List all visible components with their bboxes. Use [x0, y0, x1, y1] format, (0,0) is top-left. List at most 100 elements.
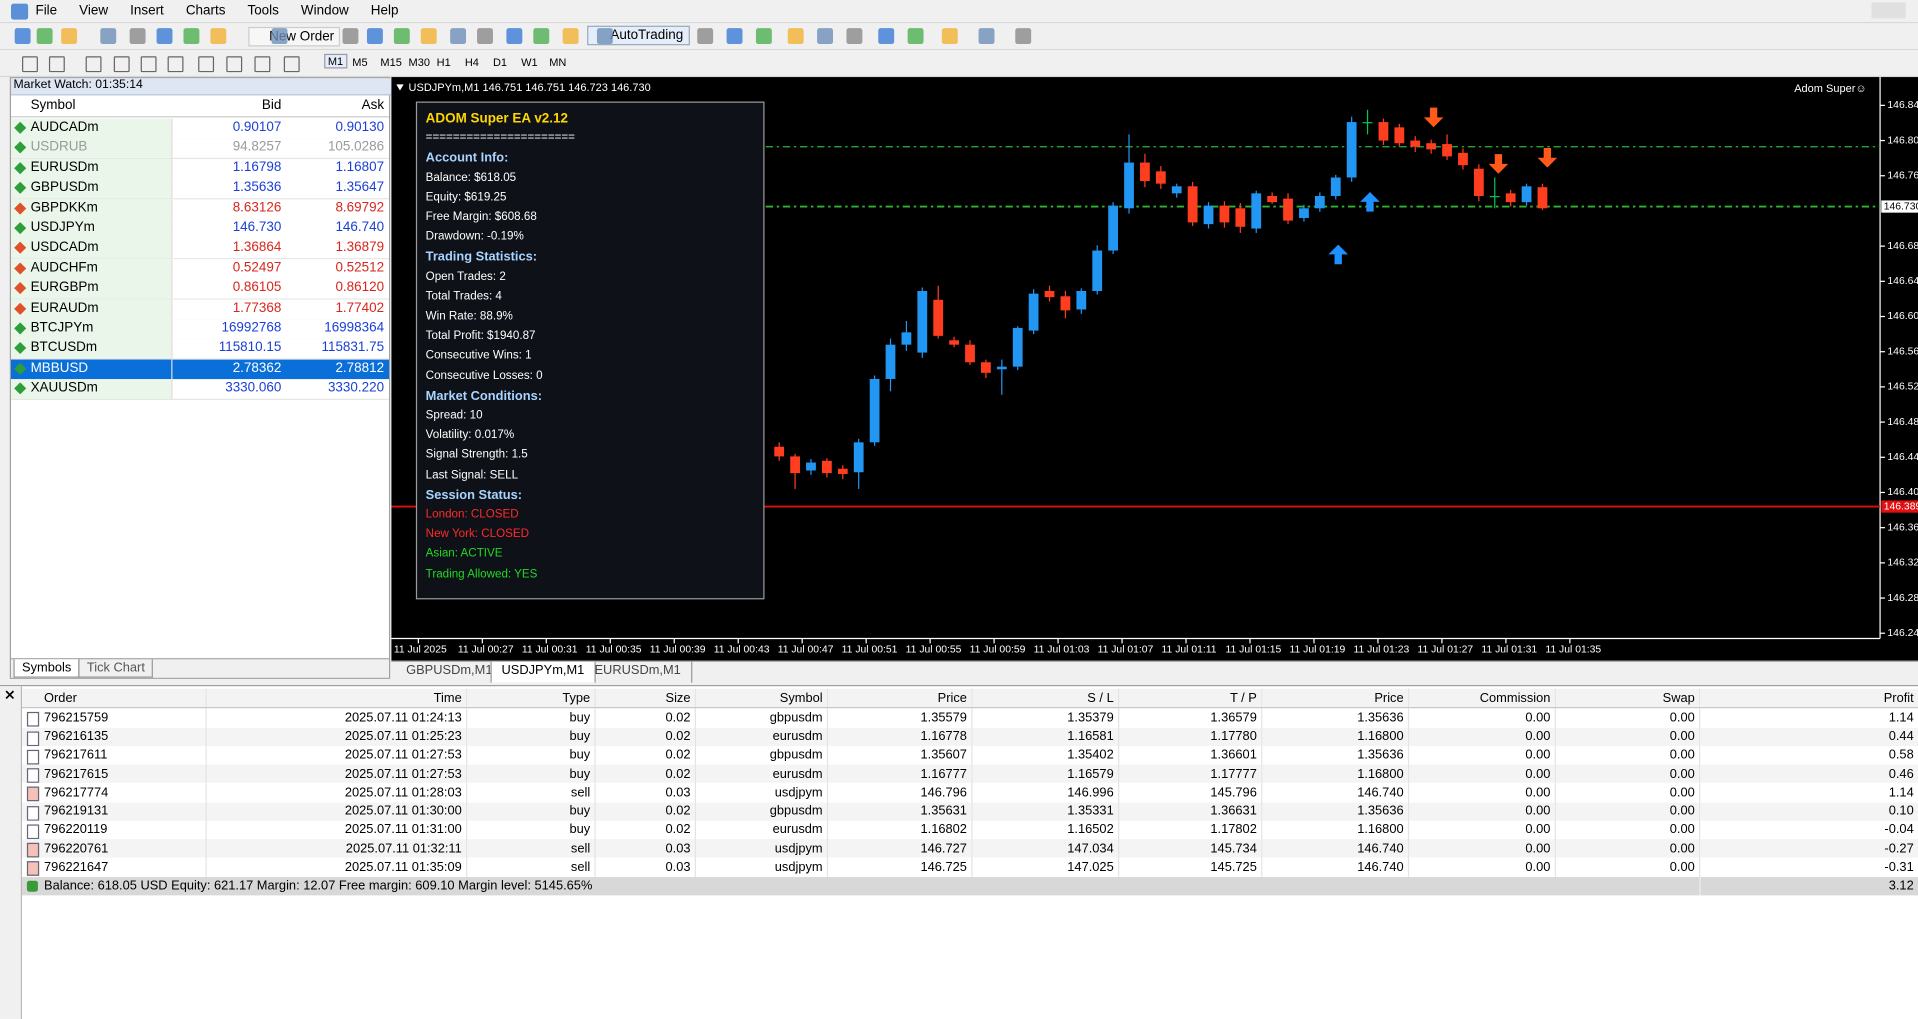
- toolbar-icon[interactable]: [283, 56, 300, 73]
- chart-tab[interactable]: GBPUSDm,M1: [396, 661, 504, 683]
- symbol-cell-bg: [11, 178, 172, 199]
- timeframe-button[interactable]: M5: [352, 56, 368, 69]
- menu-item[interactable]: View: [79, 3, 109, 19]
- menu-item[interactable]: Charts: [185, 3, 226, 19]
- toolbar-icon[interactable]: [506, 28, 523, 45]
- symbol-row[interactable]: USDCADm 1.36864 1.36879: [11, 239, 389, 260]
- toolbar-icon[interactable]: [878, 28, 895, 45]
- chart-tab[interactable]: EURUSDm,M1: [585, 661, 692, 683]
- cell: 0.02: [594, 727, 696, 746]
- order-row[interactable]: 796217774 2025.07.11 01:28:03 sell 0.03 usdj…: [22, 783, 1918, 802]
- toolbar-icon[interactable]: [366, 28, 383, 45]
- toolbar-icon[interactable]: [755, 28, 772, 45]
- menu-item[interactable]: Help: [370, 3, 399, 19]
- order-row[interactable]: 796215759 2025.07.11 01:24:13 buy 0.02 gbpus…: [22, 707, 1918, 728]
- symbol-row[interactable]: EURAUDm 1.77368 1.77402: [11, 299, 389, 320]
- symbol-row[interactable]: EURGBPm 0.86105 0.86120: [11, 279, 389, 300]
- toolbar-icon[interactable]: [787, 28, 804, 45]
- toolbar-icon[interactable]: [420, 28, 437, 45]
- symbol-row[interactable]: XAUUSDm 3330.060 3330.220: [11, 379, 389, 401]
- toolbar-icon[interactable]: [596, 28, 613, 45]
- symbol-row[interactable]: EURUSDm 1.16798 1.16807: [11, 158, 389, 180]
- symbol-row[interactable]: BTCUSDm 115810.15 115831.75: [11, 339, 389, 361]
- toolbar-icon[interactable]: [342, 28, 359, 45]
- toolbar-icon[interactable]: [562, 28, 579, 45]
- order-row[interactable]: 796221647 2025.07.11 01:35:09 sell 0.03 usdj…: [22, 857, 1918, 877]
- symbol-row[interactable]: USDJPYm 146.730 146.740: [11, 218, 389, 240]
- timeframe-button[interactable]: M15: [380, 56, 402, 69]
- timeframe-button[interactable]: W1: [521, 56, 538, 69]
- toolbar-icon[interactable]: [167, 56, 184, 73]
- x-tick-label: 11 Jul 01:19: [1290, 644, 1346, 655]
- toolbar-icon[interactable]: [978, 28, 995, 45]
- close-icon[interactable]: [0, 686, 21, 703]
- toolbar-icon[interactable]: [36, 28, 53, 45]
- symbol-row[interactable]: GBPUSDm 1.35636 1.35647: [11, 178, 389, 200]
- order-row[interactable]: 796217611 2025.07.11 01:27:53 buy 0.02 gbpus…: [22, 745, 1918, 765]
- toolbar-icon[interactable]: [226, 56, 243, 73]
- order-row[interactable]: 796217615 2025.07.11 01:27:53 buy 0.02 eurus…: [22, 764, 1918, 784]
- toolbar-icon[interactable]: [907, 28, 924, 45]
- menu-item[interactable]: Tools: [247, 3, 279, 19]
- toolbar-icon[interactable]: [697, 28, 714, 45]
- toolbar-icon[interactable]: [846, 28, 863, 45]
- toolbar-icon[interactable]: [1015, 28, 1032, 45]
- candle-body: [1203, 205, 1214, 225]
- cell: 796216135: [22, 727, 207, 746]
- toolbar-icon[interactable]: [156, 28, 173, 45]
- toolbar-icon[interactable]: [61, 28, 78, 45]
- toolbar-icon[interactable]: [254, 56, 271, 73]
- toolbar-icon[interactable]: [100, 28, 117, 45]
- toolbar-icon[interactable]: [14, 28, 31, 45]
- candle-body: [1251, 193, 1262, 229]
- new-order-button[interactable]: New Order: [248, 26, 341, 47]
- toolbar-icon[interactable]: [941, 28, 958, 45]
- toolbar-icon[interactable]: [533, 28, 550, 45]
- order-row[interactable]: 796216135 2025.07.11 01:25:23 buy 0.02 eurus…: [22, 727, 1918, 746]
- tab[interactable]: Symbols: [13, 659, 80, 678]
- toolbar-icon[interactable]: [48, 56, 65, 73]
- toolbar-icon[interactable]: [183, 28, 200, 45]
- bid: 2.78362: [232, 360, 282, 376]
- chart-tab[interactable]: USDJPYm,M1: [490, 661, 596, 683]
- timeframe-button[interactable]: D1: [492, 56, 508, 69]
- toolbar-icon[interactable]: [129, 28, 146, 45]
- symbol-row[interactable]: BTCJPYm 16992768 16998364: [11, 319, 389, 341]
- toolbar-icon[interactable]: [393, 28, 410, 45]
- symbol-row[interactable]: GBPDKKm 8.63126 8.69792: [11, 198, 389, 220]
- candle-body: [1299, 208, 1309, 218]
- toolbar-icon[interactable]: [450, 28, 467, 45]
- toolbar-icon[interactable]: [198, 56, 215, 73]
- timeframe-button[interactable]: H1: [436, 56, 451, 69]
- timeframe-button[interactable]: M1: [324, 53, 347, 69]
- symbol-row[interactable]: AUDCADm 0.90107 0.90130: [11, 118, 389, 140]
- order-row[interactable]: 796220761 2025.07.11 01:32:11 sell 0.03 usdj…: [22, 839, 1918, 858]
- order-row[interactable]: 796220119 2025.07.11 01:31:00 buy 0.02 eurus…: [22, 820, 1918, 840]
- toolbar-icon[interactable]: [113, 56, 130, 73]
- tab[interactable]: Tick Chart: [78, 659, 154, 678]
- timeframe-button[interactable]: MN: [549, 56, 567, 69]
- toolbar-icon[interactable]: [817, 28, 834, 45]
- symbol-row[interactable]: MBBUSD 2.78362 2.78812: [11, 359, 389, 381]
- toolbar-icon[interactable]: [85, 56, 102, 73]
- menu-item[interactable]: File: [35, 3, 58, 19]
- toolbar-icon[interactable]: [271, 28, 288, 45]
- toolbar-icon[interactable]: [477, 28, 493, 45]
- window-buttons[interactable]: [1871, 2, 1906, 19]
- symbol-row[interactable]: USDRUB 94.8257 105.0286: [11, 138, 389, 160]
- menu-item[interactable]: Insert: [130, 3, 164, 19]
- timeframe-button[interactable]: H4: [464, 56, 479, 69]
- symbol: USDJPYm: [30, 220, 95, 235]
- y-tick-label: 146.765: [1887, 170, 1918, 181]
- toolbar-icon[interactable]: [726, 28, 743, 45]
- order-row[interactable]: 796219131 2025.07.11 01:30:00 buy 0.02 gbpus…: [22, 801, 1918, 821]
- timeframe-button[interactable]: M30: [408, 56, 430, 69]
- toolbar-icon[interactable]: [140, 56, 157, 73]
- cell: 1.16581: [971, 727, 1119, 746]
- toolbar-icon[interactable]: [210, 28, 227, 45]
- menu-item[interactable]: Window: [300, 3, 349, 19]
- column-header: Time: [205, 688, 467, 709]
- symbol-row[interactable]: AUDCHFm 0.52497 0.52512: [11, 259, 389, 280]
- cell: gbpusdm: [694, 745, 828, 765]
- toolbar-icon[interactable]: [22, 56, 38, 73]
